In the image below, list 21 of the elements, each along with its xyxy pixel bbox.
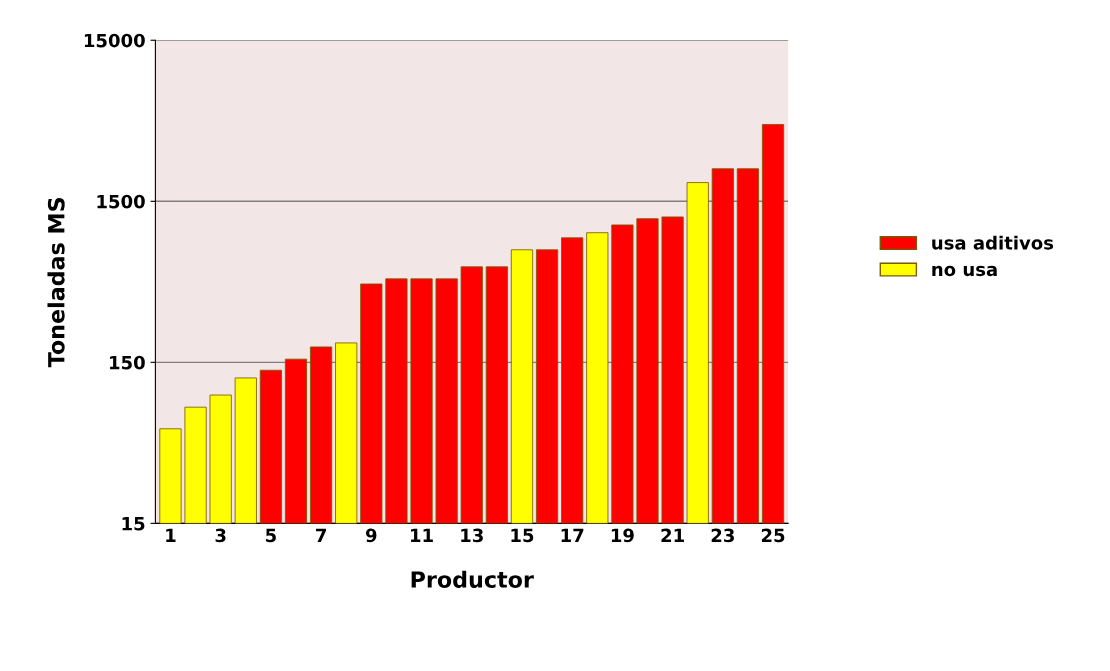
y-tick-label: 1500: [97, 194, 145, 209]
x-tick-label: 17: [561, 528, 584, 542]
legend-label: usa aditivos: [932, 235, 1054, 250]
x-tick-label: 25: [761, 528, 785, 543]
x-tick-label: 21: [661, 528, 684, 542]
x-tick-label: 5: [266, 528, 276, 543]
x-tick-label: 19: [611, 528, 634, 543]
legend-label: no usa: [932, 265, 997, 277]
y-tick-label: 15000: [84, 33, 145, 48]
x-tick-label: 13: [461, 528, 483, 543]
x-tick-label: 7: [316, 528, 326, 542]
x-tick-label: 15: [511, 528, 534, 543]
x-tick-label: 9: [365, 528, 377, 543]
x-tick-label: 3: [215, 528, 226, 543]
x-tick-label: 11: [411, 528, 433, 542]
x-tick-label: 1: [166, 528, 176, 542]
y-tick-label: 150: [110, 355, 145, 370]
y-tick-label: 15: [122, 517, 145, 531]
y-axis-title: Toneladas MS: [47, 197, 65, 368]
x-axis-title: Productor: [411, 570, 534, 588]
x-tick-label: 23: [711, 528, 734, 543]
